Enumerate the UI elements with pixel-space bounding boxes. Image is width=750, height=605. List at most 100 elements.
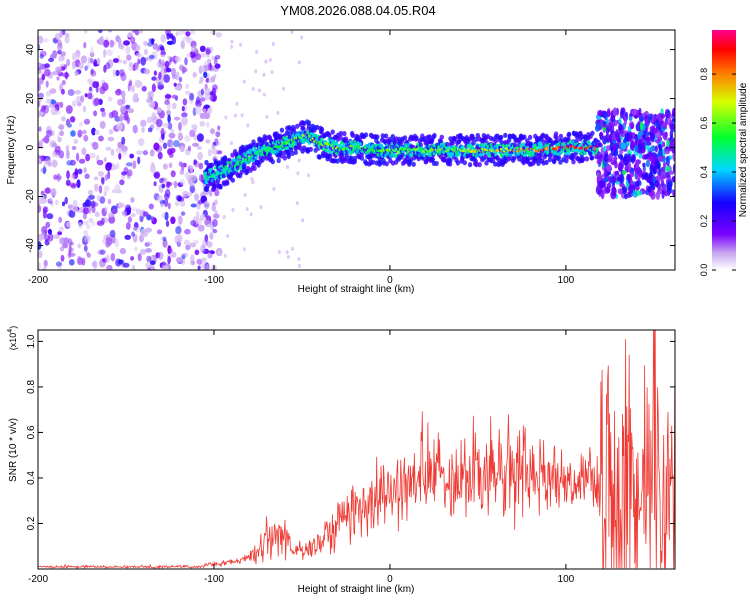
spectrogram-noise-blob (59, 130, 64, 137)
spectrogram-noise-blob (197, 91, 201, 97)
spectrogram-ridge-halo (319, 126, 325, 132)
spectrogram-ridge-halo (363, 132, 369, 138)
spectrogram-tail-blob (645, 159, 651, 168)
spectrogram-ridge-halo (211, 185, 217, 191)
spectrogram-ridge-halo (556, 155, 562, 161)
spectrogram-tail-blob (649, 164, 654, 173)
spectrogram-noise-blob (148, 103, 155, 108)
spectrogram-noise-blob (166, 32, 170, 40)
colorbar-ticks: 0.0 0.2 0.4 0.6 0.8 (699, 68, 736, 276)
spectrogram-noise-blob (45, 98, 52, 104)
spectrogram-noise-blob (57, 42, 63, 52)
spectrogram-speck (230, 44, 234, 49)
spectrogram-ridge-halo (455, 160, 461, 166)
spectrogram-noise-blob (211, 55, 215, 60)
spectrogram-noise-blob (182, 98, 188, 106)
spectrogram-ridge-mid (324, 148, 329, 153)
spectrogram-speck (214, 60, 217, 65)
spectrogram-speck (213, 74, 217, 79)
spectrogram-speck (230, 141, 233, 146)
spectrogram-noise-blob (59, 124, 65, 131)
spectrogram-noise-blob (209, 95, 213, 102)
spectrogram-noise-blob (186, 53, 192, 58)
spectrogram-ridge-mid (587, 141, 591, 145)
spectrogram-noise-blob (72, 60, 76, 70)
spectrogram-noise-blob (54, 110, 61, 116)
spectrogram-speck (235, 101, 239, 106)
spectrogram-tail-blob (639, 121, 644, 131)
spectrogram-noise-blob (101, 177, 105, 185)
snr-y-tick-label: 0.8 (26, 380, 37, 394)
spectrogram-noise-blob (64, 35, 70, 44)
spectrogram-noise-blob (66, 58, 71, 67)
spectrogram-tail-blob (662, 171, 667, 180)
spectrogram-ridge-halo (371, 159, 376, 165)
spectrogram-noise-blob (92, 81, 99, 89)
spectrogram-noise-blob (87, 92, 93, 100)
spectrogram-noise-blob (156, 61, 160, 68)
spectrogram-ridge-mid (210, 178, 215, 183)
spectrogram-ridge-halo (493, 161, 498, 167)
spectrogram-noise-blob (77, 168, 83, 175)
spectrogram-noise-blob (79, 95, 85, 103)
spectrogram-noise-blob (190, 203, 197, 208)
spectrogram-noise-blob (107, 136, 115, 142)
spectrogram-noise-blob (104, 174, 109, 181)
spectrogram-noise-blob (137, 138, 145, 146)
spectrogram-noise-blob (175, 71, 180, 81)
spectrogram-noise-blob (196, 145, 202, 150)
spectrogram-noise-blob (72, 52, 77, 61)
spectrogram-noise-blob (164, 94, 172, 99)
spectrogram-ridge-halo (306, 120, 312, 126)
colorbar: 0.0 0.2 0.4 0.6 0.8 Normalized spectral ampl… (699, 30, 749, 276)
spectrogram-tail-blob (654, 160, 661, 170)
spectrogram-noise-blob (156, 229, 163, 235)
spectrogram-ridge-halo (534, 137, 540, 143)
spectrogram-noise-blob (189, 92, 195, 101)
spectrogram-noise-blob (149, 260, 156, 266)
spectrogram-noise-blob (199, 213, 206, 222)
spectrogram-noise-blob (181, 112, 188, 118)
spectrogram-noise-blob (91, 205, 96, 214)
spectrogram-noise-blob (122, 262, 130, 268)
spectrogram-noise-blob (151, 76, 157, 81)
spectrogram-noise-blob (103, 157, 107, 163)
spectrogram-ridge-halo (290, 150, 295, 156)
spectrogram-noise-blob (189, 51, 196, 59)
spectrogram-speck (282, 86, 285, 91)
spectrogram-noise-blob (55, 66, 62, 73)
spectrogram-ridge-halo (381, 158, 386, 164)
spectrogram-speck (243, 247, 246, 252)
spectrogram-noise-blob (180, 162, 185, 172)
spectrogram-ridge-halo (445, 141, 450, 148)
spectrogram-tail-blob (634, 180, 640, 187)
spectrogram-noise-blob (124, 204, 132, 214)
spectrogram-noise-blob (74, 70, 79, 77)
spectrogram-noise-blob (69, 241, 74, 246)
spectrogram-tail-blob (672, 151, 675, 162)
spectrogram-noise-blob (105, 146, 112, 151)
spectrogram-noise-blob (39, 53, 44, 59)
spectrogram-noise-blob (105, 62, 111, 70)
spectrogram-noise-blob (126, 169, 133, 177)
spectrogram-noise-blob (69, 182, 77, 188)
spectrogram-noise-blob (78, 121, 83, 127)
spectrogram-tail-blob (603, 168, 608, 177)
spectrogram-noise-blob (180, 179, 186, 186)
spectrogram-noise-blob (195, 105, 202, 115)
spectrogram-tail-blob (665, 155, 670, 162)
snr-y-tick-label: 0.4 (26, 471, 37, 485)
spectrogram-noise-blob (41, 194, 48, 201)
spectrogram-tail-blob (623, 136, 628, 144)
spectrogram-noise-blob (175, 31, 179, 37)
spectrogram-tail-blob (651, 127, 658, 134)
spectrogram-noise-blob (57, 132, 61, 140)
spectrogram-tail-blob (603, 177, 609, 183)
spectrogram-noise-blob (202, 258, 206, 263)
spectrogram-noise-blob (38, 204, 42, 213)
spectrogram-ridge-halo (564, 158, 569, 164)
spectrogram-noise-blob (99, 249, 106, 255)
spectrogram-noise-blob (204, 234, 209, 243)
spectrogram-ridge-halo (402, 135, 408, 141)
spectrogram-ridge-halo (457, 137, 462, 143)
